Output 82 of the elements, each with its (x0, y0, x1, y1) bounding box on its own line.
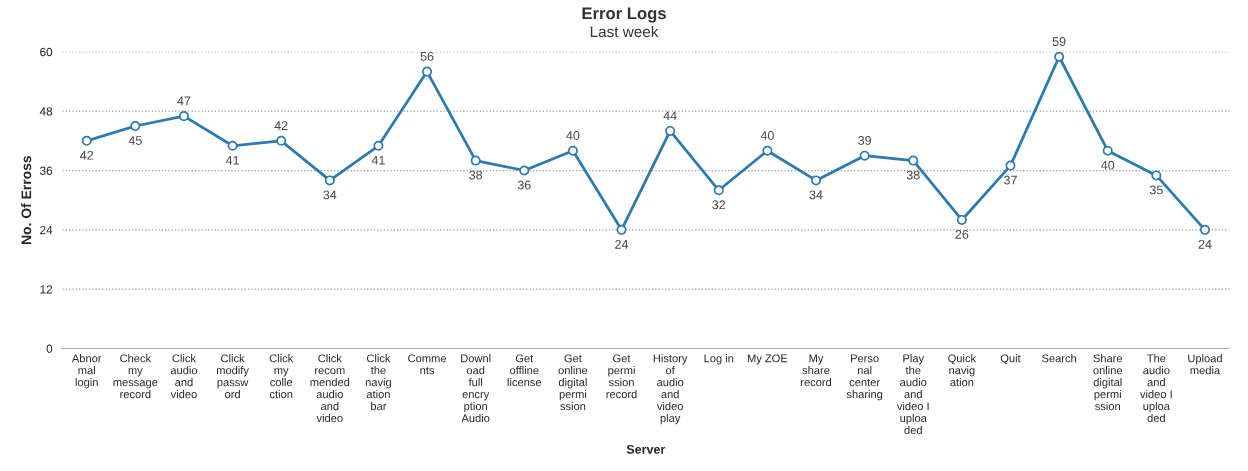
data-label: 32 (712, 200, 726, 210)
data-label: 36 (517, 180, 531, 190)
y-tick-label: 12 (40, 285, 53, 294)
point (1102, 145, 1113, 156)
x-tick-label: Quick navigation (948, 354, 977, 387)
x-tick-label: Log in (704, 354, 734, 365)
data-label: 40 (1101, 160, 1115, 170)
point (324, 175, 335, 186)
x-tick-label: Share online digital permission (1093, 354, 1123, 411)
point (1054, 51, 1065, 62)
y-tick-label: 36 (40, 166, 53, 175)
x-tick-label: Personal center sharing (846, 354, 883, 401)
data-label: 59 (1052, 37, 1066, 46)
point (811, 175, 822, 186)
point (81, 135, 92, 146)
y-tick-label: 60 (40, 47, 53, 57)
point (1005, 160, 1016, 171)
data-label: 37 (1004, 175, 1017, 185)
x-axis-title: Server (626, 444, 666, 454)
x-tick-label: My ZOE (747, 354, 788, 365)
x-tick-label: Click the navigation bar (365, 354, 391, 411)
data-label: 42 (274, 121, 288, 130)
data-label: 34 (323, 190, 337, 200)
point (1199, 224, 1210, 235)
data-label: 24 (1198, 239, 1212, 249)
x-tick-label: Upload media (1188, 354, 1222, 375)
x-tick-label: History of audio and video play (653, 354, 688, 425)
y-tick-label: 24 (40, 225, 53, 235)
data-label: 56 (420, 51, 434, 61)
point (1151, 170, 1162, 181)
point (567, 145, 578, 156)
point (373, 140, 384, 151)
data-label: 39 (858, 136, 871, 145)
x-tick-label: Search (1042, 354, 1076, 363)
x-tick-label: Click recommended audio and video (310, 354, 350, 423)
point (519, 165, 530, 176)
y-axis-title: No. Of Erross (21, 155, 32, 245)
x-tick-label: Download full encryption Audio (461, 354, 491, 423)
x-tick-label: Get permission record (606, 354, 637, 399)
point (908, 155, 919, 166)
point (130, 120, 141, 131)
x-tick-label: The audio and video I uploaded (1140, 354, 1172, 423)
data-label: 40 (760, 131, 774, 140)
chart-subtitle: Last week (590, 25, 659, 38)
data-label: 38 (906, 170, 920, 180)
x-tick-label: Get online digital permission (558, 354, 588, 411)
point (665, 125, 676, 136)
data-label: 42 (80, 150, 94, 160)
data-label: 35 (1149, 185, 1163, 195)
data-label: 26 (955, 230, 969, 239)
point (956, 214, 967, 225)
point (470, 155, 481, 166)
data-label: 44 (663, 111, 677, 121)
data-label: 40 (566, 131, 580, 140)
data-label: 47 (177, 96, 191, 106)
point (713, 185, 724, 196)
x-tick-label: My share record (801, 354, 832, 387)
data-label: 38 (469, 170, 483, 180)
x-tick-label: Click my collection (269, 354, 294, 399)
point (762, 145, 773, 156)
data-label: 45 (128, 136, 142, 145)
x-tick-label: Check my message record (113, 354, 158, 399)
x-tick-label: Get offline license (507, 354, 542, 387)
data-label: 34 (809, 190, 823, 200)
y-tick-label: 48 (39, 107, 53, 116)
data-label: 41 (225, 155, 239, 165)
data-label: 24 (615, 239, 629, 249)
x-tick-label: Click modify password (216, 354, 249, 399)
x-tick-label: Play the audio and video I uploaded (896, 354, 929, 435)
x-tick-label: Abnormal login (71, 354, 102, 389)
point (422, 66, 433, 77)
point (178, 111, 189, 122)
x-tick-label: Quit (1000, 354, 1021, 365)
data-label: 41 (371, 155, 385, 165)
point (227, 140, 238, 151)
point (616, 224, 627, 235)
x-tick-label: Click audio and video (170, 354, 198, 399)
y-tick-label: 0 (46, 344, 53, 353)
point (859, 150, 870, 161)
point (276, 135, 287, 146)
x-tick-label: Comments (408, 354, 446, 375)
chart-title: Error Logs (582, 7, 666, 23)
